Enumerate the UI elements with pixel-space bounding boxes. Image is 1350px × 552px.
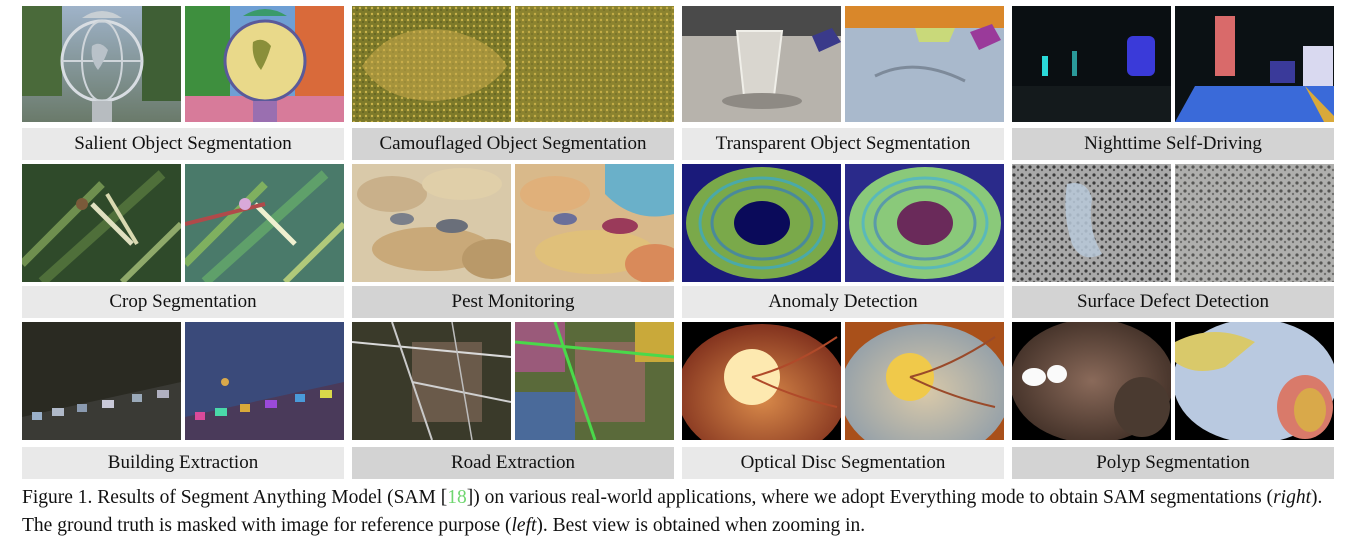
pest-right-image xyxy=(515,164,674,282)
pest-left-image xyxy=(352,164,511,282)
optical-right-image xyxy=(845,322,1004,440)
road-right-image xyxy=(515,322,674,440)
caption-emphasis: right xyxy=(1273,487,1311,508)
cell-label: Camouflaged Object Segmentation xyxy=(352,128,674,160)
caption-text: Figure 1. Results of Segment Anything Mo… xyxy=(22,487,448,508)
road-left-image xyxy=(352,322,511,440)
cell-label: Crop Segmentation xyxy=(22,286,344,318)
salient-left-image xyxy=(22,6,181,122)
cell-label: Polyp Segmentation xyxy=(1012,447,1334,479)
cell-label: Building Extraction xyxy=(22,447,344,479)
cell-label: Surface Defect Detection xyxy=(1012,286,1334,318)
cell-label: Nighttime Self-Driving xyxy=(1012,128,1334,160)
anomaly-right-image xyxy=(845,164,1004,282)
transparent-left-image xyxy=(682,6,841,122)
optical-left-image xyxy=(682,322,841,440)
surface-right-image xyxy=(1175,164,1334,282)
caption-text: ). Best view is obtained when zooming in… xyxy=(536,515,866,536)
crop-right-image xyxy=(185,164,344,282)
cell-label: Optical Disc Segmentation xyxy=(682,447,1004,479)
cell-label: Salient Object Segmentation xyxy=(22,128,344,160)
caption-text: ]) on various real-world applications, w… xyxy=(466,487,1274,508)
building-right-image xyxy=(185,322,344,440)
cell-label: Transparent Object Segmentation xyxy=(682,128,1004,160)
figure-caption: Figure 1. Results of Segment Anything Mo… xyxy=(22,484,1342,540)
building-left-image xyxy=(22,322,181,440)
cell-label: Anomaly Detection xyxy=(682,286,1004,318)
caption-text: ). The ground truth is masked with image… xyxy=(22,487,1323,536)
caption-emphasis: left xyxy=(511,515,537,536)
camouflaged-left-image xyxy=(352,6,511,122)
camouflaged-right-image xyxy=(515,6,674,122)
nighttime-right-image xyxy=(1175,6,1334,122)
nighttime-left-image xyxy=(1012,6,1171,122)
surface-left-image xyxy=(1012,164,1171,282)
transparent-right-image xyxy=(845,6,1004,122)
cell-label: Pest Monitoring xyxy=(352,286,674,318)
cell-label: Road Extraction xyxy=(352,447,674,479)
anomaly-left-image xyxy=(682,164,841,282)
polyp-left-image xyxy=(1012,322,1171,440)
polyp-right-image xyxy=(1175,322,1334,440)
crop-left-image xyxy=(22,164,181,282)
salient-right-image xyxy=(185,6,344,122)
citation-link[interactable]: 18 xyxy=(447,487,467,508)
